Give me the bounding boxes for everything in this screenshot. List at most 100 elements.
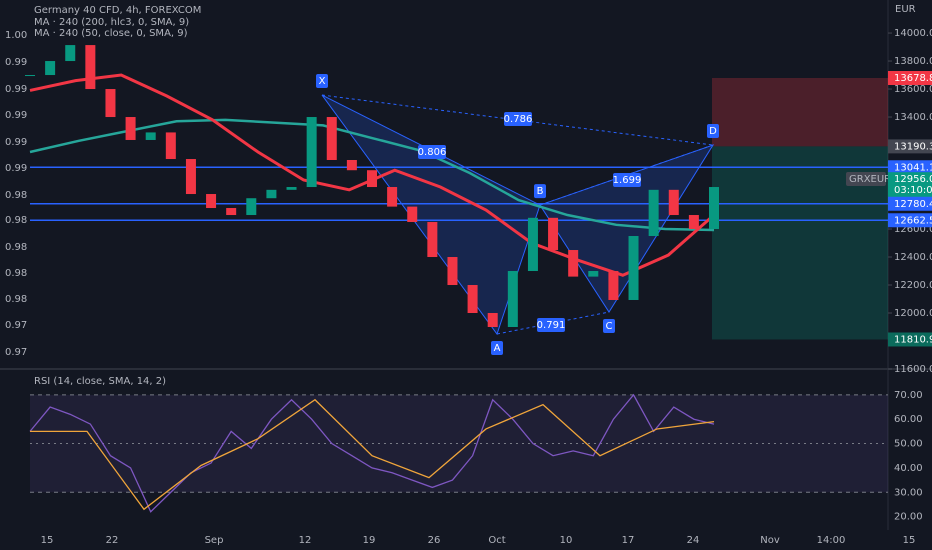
symbol-label: GRXEUR: [849, 174, 891, 185]
candle: [487, 313, 498, 328]
time-label: 24: [687, 535, 700, 546]
pattern-point-label: B: [537, 186, 544, 197]
ratio-label: 0.806: [418, 147, 447, 158]
candle: [326, 117, 337, 161]
pattern-point-box: [491, 341, 503, 356]
ratio-label: 0.786: [504, 114, 533, 125]
pattern-point-box: [534, 184, 546, 199]
candle: [65, 45, 76, 62]
ratio-box: [537, 318, 565, 332]
candle: [367, 170, 377, 188]
price-tick-label: 12000.0: [894, 308, 932, 319]
left-axis-label: 0.98: [5, 294, 27, 305]
pattern-point-label: X: [319, 76, 326, 87]
rsi-line: [29, 393, 715, 513]
pattern-point-box: [316, 74, 328, 89]
rsi-band: [30, 394, 888, 493]
time-label: Oct: [488, 535, 505, 546]
left-axis-label: 0.97: [5, 320, 27, 331]
pattern-point-label: D: [709, 126, 717, 137]
stop-zone: [712, 77, 888, 147]
time-label: 14:00: [817, 535, 846, 546]
time-label: 15: [903, 535, 916, 546]
candle: [246, 198, 257, 216]
time-label: Nov: [760, 535, 780, 546]
price-tag: [888, 172, 932, 199]
left-axis-label: 0.97: [5, 347, 27, 358]
left-axis-label: 0.98: [5, 268, 27, 279]
price-tag: [888, 139, 932, 154]
rsi-line: [30, 398, 715, 511]
price-tag: [888, 70, 932, 85]
chart-title: Germany 40 CFD, 4h, FOREXCOM: [34, 5, 201, 16]
price-tick-label: 13800.0: [894, 56, 932, 67]
rsi-tick-label: 50.00: [894, 439, 923, 450]
ma-legend: MA · 240 (50, close, 0, SMA, 9): [34, 28, 188, 39]
price-tick-label: 14000.0: [894, 28, 932, 39]
currency: EUR: [895, 4, 916, 15]
price-tick-label: 12200.0: [894, 280, 932, 291]
price-tag-label: 13041.1: [894, 162, 932, 173]
price-tag: [888, 160, 932, 175]
candle: [306, 117, 317, 188]
left-axis-label: 1.00: [5, 30, 27, 41]
candle: [226, 208, 237, 216]
candle: [185, 159, 196, 195]
rsi-tick-label: 30.00: [894, 487, 923, 498]
candle: [568, 250, 579, 277]
candle: [527, 217, 538, 272]
candle: [25, 75, 35, 77]
candle: [286, 187, 297, 190]
pattern-point-label: C: [606, 321, 613, 332]
time-label: 15: [41, 535, 54, 546]
price-tick-label: 12600.0: [894, 224, 932, 235]
candle: [628, 236, 639, 300]
price-tick-label: 13600.0: [894, 84, 932, 95]
time-label: 12: [299, 535, 312, 546]
price-tag-label: 12780.4: [894, 199, 932, 210]
candle: [447, 257, 458, 286]
price-tag-label: 12956.0: [894, 174, 932, 185]
ratio-box: [418, 145, 446, 159]
price-tick-label: 11600.0: [894, 364, 932, 375]
ratio-label: 0.791: [537, 320, 566, 331]
time-label: 17: [622, 535, 635, 546]
candle: [608, 271, 619, 300]
candle: [427, 222, 438, 258]
rsi-tick-label: 70.00: [894, 390, 923, 401]
candle: [688, 215, 699, 230]
candle: [467, 285, 478, 314]
rsi-tick-label: 60.00: [894, 414, 923, 425]
price-tag-label: 11810.9: [894, 334, 932, 345]
symbol-box: [846, 172, 886, 186]
rsi-title: RSI (14, close, SMA, 14, 2): [34, 376, 166, 387]
ratio-box: [504, 112, 532, 126]
candle: [507, 271, 518, 328]
candle: [266, 189, 277, 199]
candle: [45, 61, 56, 76]
time-label: 19: [363, 535, 376, 546]
candle: [145, 132, 156, 140]
price-tag-label: 13190.3: [894, 141, 932, 152]
candle: [165, 132, 176, 160]
left-axis-label: 0.99: [5, 110, 27, 121]
price-tag-label: 12662.5: [894, 215, 932, 226]
rsi-tick-label: 40.00: [894, 463, 923, 474]
rsi-tick-label: 20.00: [894, 512, 923, 523]
left-axis-label: 0.99: [5, 137, 27, 148]
candle: [548, 217, 559, 251]
price-tick-label: 12400.0: [894, 252, 932, 263]
time-label: 10: [560, 535, 573, 546]
candle: [85, 45, 96, 90]
candle: [206, 194, 217, 209]
candle: [346, 160, 357, 171]
candle: [387, 187, 398, 207]
candle: [709, 187, 719, 230]
candle: [105, 89, 116, 118]
candle: [668, 189, 679, 216]
left-axis-label: 0.98: [5, 242, 27, 253]
price-tick-label: 13400.0: [894, 112, 932, 123]
countdown: 03:10:03: [894, 185, 932, 196]
price-tag: [888, 213, 932, 228]
